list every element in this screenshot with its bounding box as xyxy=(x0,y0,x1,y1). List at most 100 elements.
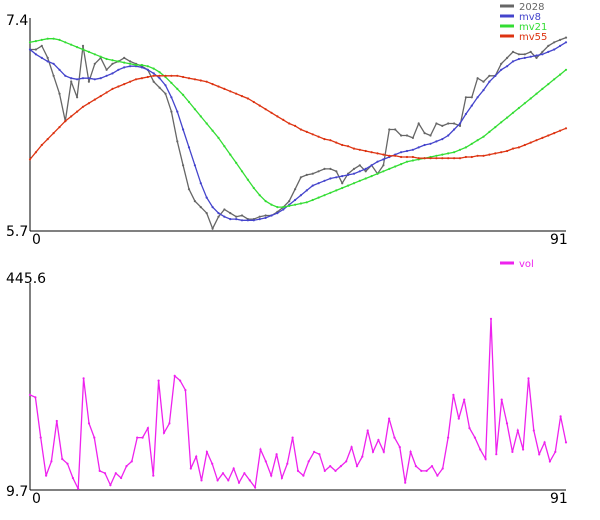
price-point-mv55-3 xyxy=(46,138,49,141)
price-point-2028-69 xyxy=(435,122,438,125)
price-point-mv55-10 xyxy=(87,102,90,105)
price-point-2028-78 xyxy=(488,74,491,77)
price-point-mv21-3 xyxy=(46,37,49,40)
price-point-mv55-56 xyxy=(358,148,361,151)
price-point-2028-51 xyxy=(329,167,332,170)
volume-point-vol-95 xyxy=(538,453,541,456)
price-point-mv55-52 xyxy=(335,141,338,144)
price-point-mv55-67 xyxy=(423,157,426,160)
price-point-mv55-32 xyxy=(217,85,220,88)
price-point-2028-33 xyxy=(223,208,226,211)
volume-point-vol-90 xyxy=(511,450,514,453)
volume-point-vol-86 xyxy=(489,317,493,320)
price-point-mv55-85 xyxy=(529,141,532,144)
price-point-mv21-19 xyxy=(140,63,143,67)
price-point-mv55-61 xyxy=(388,154,391,157)
price-point-mv55-24 xyxy=(170,74,173,77)
price-point-mv8-45 xyxy=(294,198,297,202)
price-point-mv8-19 xyxy=(140,66,143,69)
price-legend-label-2028: 2028 xyxy=(519,2,544,13)
price-point-mv21-75 xyxy=(470,142,473,145)
price-point-mv8-12 xyxy=(99,77,102,80)
price-point-2028-28 xyxy=(193,200,196,203)
price-point-mv8-40 xyxy=(264,216,267,219)
price-point-mv8-13 xyxy=(105,74,108,77)
price-point-mv21-22 xyxy=(158,71,161,74)
price-point-mv55-44 xyxy=(288,122,291,125)
price-point-mv21-82 xyxy=(511,111,515,114)
price-point-2028-63 xyxy=(400,134,403,137)
price-point-mv8-86 xyxy=(535,54,538,57)
price-point-mv55-11 xyxy=(93,98,96,101)
volume-point-vol-77 xyxy=(441,467,444,470)
price-point-mv8-79 xyxy=(494,74,497,77)
price-point-mv8-58 xyxy=(370,164,373,167)
price-point-mv21-90 xyxy=(559,73,562,76)
price-point-mv21-58 xyxy=(370,175,373,178)
volume-point-vol-92 xyxy=(522,448,525,451)
price-point-mv55-58 xyxy=(370,151,373,154)
price-point-mv8-73 xyxy=(458,122,462,125)
price-point-2028-83 xyxy=(517,53,521,56)
price-point-mv8-28 xyxy=(193,164,196,167)
price-point-mv21-25 xyxy=(176,87,179,90)
price-point-mv8-1 xyxy=(34,53,38,56)
volume-point-vol-80 xyxy=(457,417,460,420)
price-point-mv55-17 xyxy=(129,80,132,83)
price-point-mv21-64 xyxy=(405,160,409,163)
price-point-mv21-31 xyxy=(211,129,214,132)
price-point-mv21-83 xyxy=(517,106,521,110)
price-point-mv21-53 xyxy=(341,186,344,190)
price-point-mv55-46 xyxy=(299,128,302,131)
price-point-mv8-55 xyxy=(352,172,356,175)
price-point-mv8-17 xyxy=(129,65,132,68)
volume-point-vol-5 xyxy=(55,419,58,423)
price-point-mv55-63 xyxy=(400,155,403,159)
volume-point-vol-49 xyxy=(291,436,294,439)
price-point-mv55-6 xyxy=(64,120,67,123)
price-point-mv21-15 xyxy=(117,60,120,63)
price-point-mv8-36 xyxy=(240,219,244,222)
volume-point-vol-93 xyxy=(527,377,530,380)
price-point-2028-80 xyxy=(500,62,503,65)
price-point-mv21-45 xyxy=(294,203,297,206)
price-point-2028-44 xyxy=(288,200,291,203)
price-point-mv55-37 xyxy=(246,97,249,100)
volume-point-vol-37 xyxy=(227,479,230,482)
price-point-mv55-71 xyxy=(447,157,450,160)
price-point-mv21-29 xyxy=(199,115,202,118)
price-point-mv55-79 xyxy=(494,152,497,155)
price-point-2028-30 xyxy=(205,212,208,215)
price-point-mv55-1 xyxy=(34,151,38,154)
price-point-mv55-13 xyxy=(105,91,108,94)
price-point-2028-27 xyxy=(187,188,191,191)
price-point-mv55-48 xyxy=(311,133,314,136)
price-point-mv8-32 xyxy=(217,212,220,215)
volume-point-vol-79 xyxy=(452,393,455,396)
price-point-mv55-31 xyxy=(211,83,214,86)
price-point-mv8-77 xyxy=(482,89,485,92)
price-point-mv55-80 xyxy=(500,151,503,154)
price-point-mv8-66 xyxy=(417,146,420,149)
price-point-mv8-88 xyxy=(547,50,550,54)
price-point-mv55-25 xyxy=(176,74,179,77)
volume-point-vol-26 xyxy=(168,422,171,425)
volume-point-vol-35 xyxy=(216,479,219,482)
price-point-mv55-49 xyxy=(317,135,320,138)
volume-point-vol-32 xyxy=(200,479,203,482)
volume-point-vol-13 xyxy=(98,469,101,472)
price-point-2028-21 xyxy=(152,80,155,83)
price-point-mv21-17 xyxy=(129,62,132,65)
volume-point-vol-24 xyxy=(157,379,160,382)
volume-y-bottom-tick: 9.7 xyxy=(6,484,28,500)
price-point-mv21-69 xyxy=(435,154,438,157)
price-point-mv21-48 xyxy=(311,198,314,202)
price-point-mv55-57 xyxy=(364,149,367,153)
volume-point-vol-69 xyxy=(398,446,401,449)
price-point-2028-9 xyxy=(81,44,85,48)
price-point-mv55-91 xyxy=(564,127,568,130)
volume-point-vol-56 xyxy=(329,465,332,468)
price-point-mv8-6 xyxy=(64,74,67,77)
price-point-mv21-33 xyxy=(223,145,226,148)
price-point-mv8-29 xyxy=(199,182,202,185)
